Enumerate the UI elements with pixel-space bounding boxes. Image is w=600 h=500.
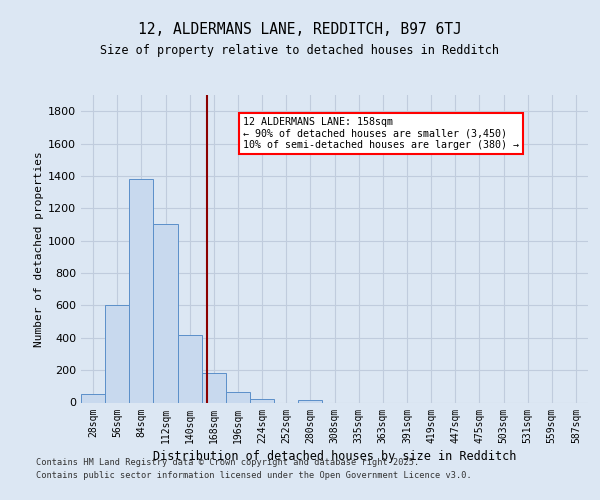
Text: 12, ALDERMANS LANE, REDDITCH, B97 6TJ: 12, ALDERMANS LANE, REDDITCH, B97 6TJ	[138, 22, 462, 38]
Bar	[298, 400, 322, 402]
Bar	[250, 400, 274, 402]
Bar	[178, 334, 202, 402]
Bar	[154, 224, 178, 402]
Bar	[226, 392, 250, 402]
Text: Contains public sector information licensed under the Open Government Licence v3: Contains public sector information licen…	[36, 472, 472, 480]
Bar	[81, 394, 105, 402]
Bar	[202, 374, 226, 402]
Bar	[105, 306, 129, 402]
Text: Size of property relative to detached houses in Redditch: Size of property relative to detached ho…	[101, 44, 499, 57]
X-axis label: Distribution of detached houses by size in Redditch: Distribution of detached houses by size …	[153, 450, 516, 462]
Bar	[129, 179, 154, 402]
Y-axis label: Number of detached properties: Number of detached properties	[34, 151, 44, 346]
Text: Contains HM Land Registry data © Crown copyright and database right 2025.: Contains HM Land Registry data © Crown c…	[36, 458, 419, 467]
Text: 12 ALDERMANS LANE: 158sqm
← 90% of detached houses are smaller (3,450)
10% of se: 12 ALDERMANS LANE: 158sqm ← 90% of detac…	[243, 116, 519, 150]
